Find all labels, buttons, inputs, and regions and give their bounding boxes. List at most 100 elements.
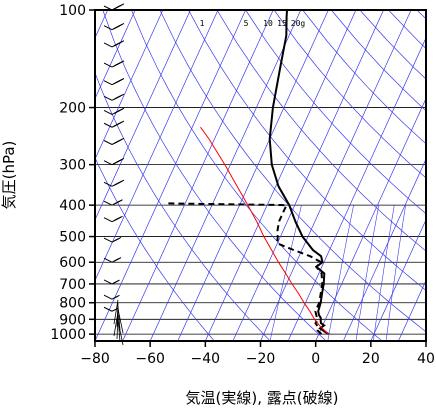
y-axis-label: 気圧(hPa) [0, 141, 18, 210]
isotherm-line [315, 97, 426, 341]
x-tick-label: 20 [362, 351, 380, 367]
series-layer [165, 10, 330, 335]
isotherm-line [425, 340, 426, 341]
mixing-ratio-label: 1 [200, 19, 205, 28]
isotherm-line [232, 10, 384, 341]
wind-profile-stroke [117, 308, 124, 334]
mixing-ratio-line [269, 205, 302, 341]
mixing-ratio-label: 15 [277, 19, 287, 28]
wind-barb [103, 199, 123, 206]
mixing-ratio-line [355, 205, 380, 341]
y-tick-label: 500 [59, 230, 86, 246]
isotherm-line [95, 10, 164, 160]
y-tick-label: 100 [59, 3, 86, 19]
isotherm-line [149, 10, 302, 341]
dry-adiabat-line [188, 10, 426, 291]
dry-adiabat-line [359, 10, 426, 80]
wind-barb [103, 40, 125, 48]
wind-barb [103, 23, 125, 31]
wind-barbs [103, 3, 125, 346]
wind-barb-staff [103, 109, 113, 115]
wind-barb-feather [117, 179, 125, 184]
wind-barb [103, 257, 122, 263]
wind-barb-feather [111, 307, 119, 312]
x-tick-label: 40 [417, 351, 435, 367]
wind-barb [103, 179, 125, 187]
wind-barb-staff [103, 200, 113, 206]
wind-barb-feather [114, 257, 122, 262]
wind-barb-feather [117, 107, 125, 112]
wind-barb-feather [113, 294, 120, 299]
isotherm-line [95, 10, 191, 221]
wind-barb [103, 93, 125, 101]
isotherm-line [205, 10, 357, 341]
isotherm-line [122, 10, 274, 341]
isotherm-line [260, 10, 412, 341]
wind-profile-stroke [113, 311, 119, 337]
x-axis-label: 気温(実線), 露点(破線) [186, 389, 339, 407]
dry-adiabat-line [273, 10, 426, 179]
mixing-ratio-line [385, 205, 406, 341]
wind-barb-feather [117, 137, 125, 142]
wind-barb [103, 237, 122, 243]
wind-barb-staff [103, 306, 113, 312]
isotherm-line [95, 10, 136, 100]
mixing-ratio-label: 10 [263, 19, 273, 28]
wind-barb-feather [113, 279, 120, 284]
wind-barb-staff [103, 257, 113, 263]
y-tick-label: 1000 [50, 327, 86, 343]
wind-barb-feather [117, 23, 125, 27]
wind-barb-feather [117, 78, 125, 82]
dry-adiabat-line [95, 72, 271, 341]
grid-lines [95, 10, 426, 341]
wind-barb-staff [103, 25, 113, 31]
series-line-temperature [268, 10, 330, 335]
x-ticks: −80 −60 −40 −20 0 20 40 [80, 341, 435, 367]
wind-barb [103, 78, 125, 86]
wind-barb [103, 306, 119, 312]
x-tick-label: −80 [80, 351, 110, 367]
x-tick-label: 0 [311, 351, 320, 367]
isotherm-line [95, 10, 246, 341]
dry-adiabat-line [388, 10, 426, 49]
wind-barb-staff [103, 279, 113, 285]
wind-barb-feather [114, 237, 122, 241]
wind-barb-staff [103, 62, 113, 68]
x-tick-label: −20 [246, 351, 276, 367]
x-tick-label: −40 [191, 351, 221, 367]
wind-profile-stroke [113, 299, 119, 325]
x-tick-label: −60 [135, 351, 165, 367]
y-tick-label: 700 [59, 277, 86, 293]
dry-adiabat-line [159, 10, 426, 333]
wind-barb [103, 120, 125, 128]
wind-barb-staff [103, 95, 113, 101]
wind-barb-feather [116, 215, 123, 220]
wind-barb [103, 3, 125, 11]
wind-barb-feather [117, 3, 125, 8]
series-line-parcel [200, 126, 330, 335]
wind-barb-feather [117, 158, 125, 162]
wind-barb-feather [116, 199, 123, 204]
mixing-ratio-label: 20g [291, 19, 306, 28]
wind-barb-staff [103, 42, 113, 48]
wind-barb-feather [117, 60, 125, 65]
y-tick-label: 400 [59, 198, 86, 214]
wind-barb-feather [117, 93, 125, 98]
wind-barb-staff [103, 181, 113, 187]
series-line-dewpoint [165, 202, 324, 335]
dry-adiabat-line [245, 10, 426, 215]
dry-adiabat-line [95, 156, 215, 341]
dry-adiabat-line [216, 10, 426, 252]
wind-barb-staff [103, 237, 113, 243]
isotherm-line [177, 10, 329, 341]
y-tick-label: 800 [59, 296, 86, 312]
wind-barb-staff [103, 294, 113, 300]
wind-barb-staff [103, 80, 113, 86]
wind-barb [103, 107, 125, 115]
wind-barb-staff [103, 122, 113, 128]
isotherm-line [287, 37, 426, 341]
mixing-ratio-label: 5 [244, 19, 249, 28]
dry-adiabat-line [131, 10, 383, 341]
